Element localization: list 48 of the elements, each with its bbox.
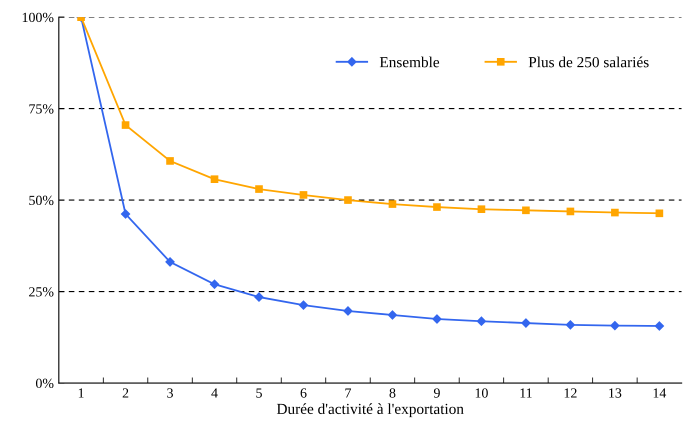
point xyxy=(656,209,664,218)
legend-label: Ensemble xyxy=(380,56,440,68)
point xyxy=(610,320,620,330)
point xyxy=(343,306,353,316)
x-tick-label: 8 xyxy=(390,388,396,398)
point xyxy=(210,280,220,289)
x-tick-label: 10 xyxy=(476,388,488,398)
point xyxy=(122,121,130,129)
point xyxy=(432,314,442,324)
y-tick-label: 50% xyxy=(29,196,54,206)
x-tick-label: 11 xyxy=(520,388,532,398)
point xyxy=(476,316,486,326)
point xyxy=(566,320,576,330)
point xyxy=(254,292,264,302)
x-tick-label: 5 xyxy=(256,388,262,398)
x-tick-label: 13 xyxy=(609,388,622,398)
x-tick-label: 7 xyxy=(345,388,352,398)
x-tick-label: 9 xyxy=(434,388,440,398)
x-tick-label: 1 xyxy=(78,388,84,398)
point xyxy=(255,185,263,193)
point xyxy=(298,300,308,310)
point xyxy=(120,209,130,219)
point xyxy=(522,206,530,214)
x-tick-label: 12 xyxy=(564,388,577,398)
point xyxy=(611,208,619,216)
x-axis-title: Durée d'activité à l'exportation xyxy=(276,403,464,418)
legend-label: Plus de 250 salariés xyxy=(528,56,649,68)
point xyxy=(521,318,531,328)
x-tick-label: 6 xyxy=(300,388,307,398)
x-tick-label: 2 xyxy=(122,388,128,398)
point xyxy=(388,200,396,208)
x-tick-label: 4 xyxy=(211,388,218,398)
point xyxy=(433,203,441,211)
point xyxy=(478,205,486,214)
point xyxy=(300,191,308,199)
point xyxy=(654,321,664,331)
point xyxy=(566,208,574,216)
point xyxy=(210,175,218,184)
x-tick-label: 3 xyxy=(167,388,173,398)
y-tick-label: 0% xyxy=(36,378,54,388)
y-tick-label: 75% xyxy=(29,104,54,114)
y-tick-label: 100% xyxy=(22,12,54,22)
y-tick-label: 25% xyxy=(29,287,54,297)
point xyxy=(388,310,398,320)
x-tick-label: 14 xyxy=(654,388,666,398)
point xyxy=(166,157,174,165)
point xyxy=(165,257,175,267)
point xyxy=(344,196,352,204)
